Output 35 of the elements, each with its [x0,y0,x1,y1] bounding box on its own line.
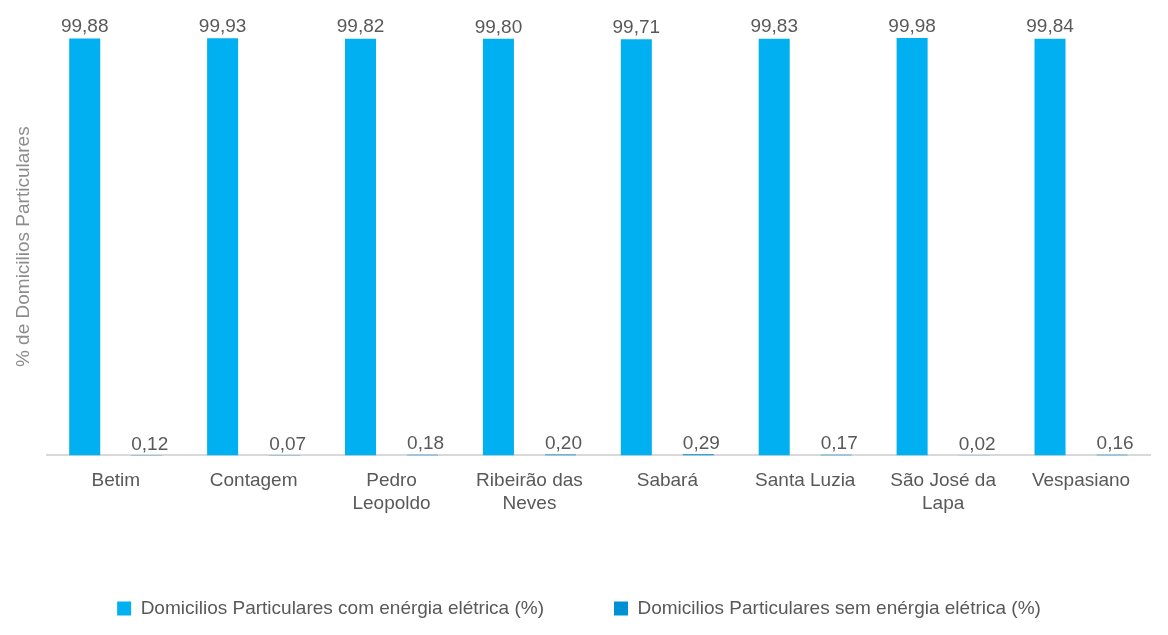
data-label: 0,20 [544,432,582,454]
legend-label: Domicilios Particulares com enérgia elétrica (%) [140,596,545,618]
x-tick-label: Sabará [636,469,699,491]
bar [896,38,928,456]
x-tick-label: Ribeirão das Neves [476,469,583,513]
x-tick-label: Vespasiano [1031,469,1131,491]
bar [345,38,377,456]
data-label: 99,88 [60,15,109,37]
data-label: 99,82 [336,15,385,37]
data-label: 99,71 [612,15,661,37]
y-axis-title: % de Domicilios Particulares [11,126,33,368]
data-label: 0,02 [958,433,996,455]
data-label: 99,84 [1026,15,1075,37]
data-label: 99,80 [474,15,523,37]
data-label: 99,93 [198,15,247,37]
bar [207,38,239,456]
legend-label: Domicilios Particulares sem enérgia elétrica (%) [637,596,1041,618]
bar [1034,38,1066,456]
data-label: 0,07 [269,432,307,454]
data-label: 0,29 [682,431,720,453]
data-label: 0,18 [407,432,445,454]
data-label: 0,16 [1096,432,1134,454]
x-tick-label: Pedro Leopoldo [352,469,431,513]
data-label: 0,17 [820,432,858,454]
bar [482,38,514,456]
x-tick-label: Santa Luzia [755,469,856,491]
x-tick-label: Betim [91,469,141,491]
bar [69,38,101,456]
bar [758,38,790,456]
bar [620,39,652,456]
data-label: 99,83 [750,15,798,37]
x-tick-label: São José da Lapa [890,469,997,513]
data-label: 99,98 [888,14,936,36]
data-label: 0,12 [131,432,169,454]
x-tick-label: Contagem [209,469,298,491]
